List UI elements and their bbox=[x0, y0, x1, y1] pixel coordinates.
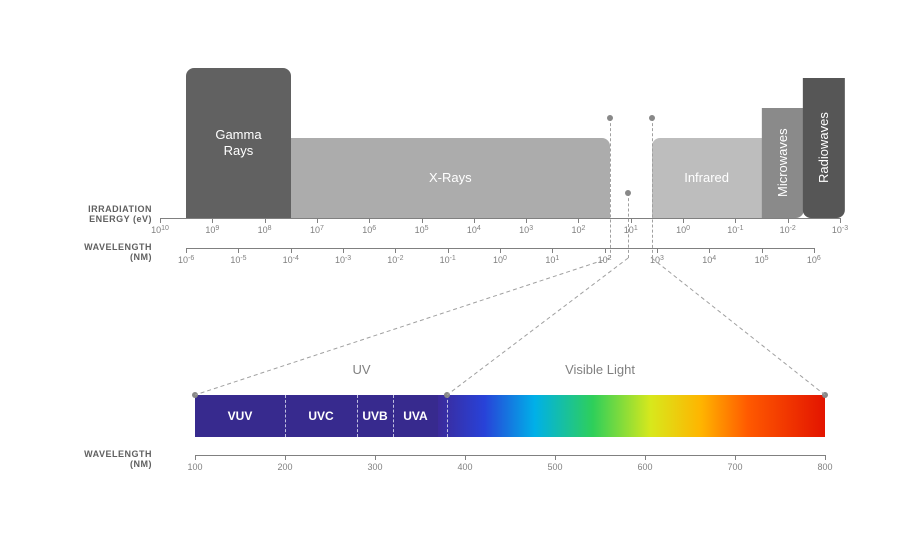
tick-energy: 101 bbox=[624, 225, 638, 235]
anchor-dot bbox=[444, 392, 450, 398]
callout-dot bbox=[649, 115, 655, 121]
tick-wavelength-bottom: 600 bbox=[637, 462, 652, 472]
tick-wavelength-top: 10-5 bbox=[230, 255, 246, 265]
uv-segment-vuv: VUV bbox=[195, 395, 285, 437]
tick-energy: 108 bbox=[258, 225, 272, 235]
tick-wavelength-top: 106 bbox=[807, 255, 821, 265]
tick-wavelength-top: 10-2 bbox=[387, 255, 403, 265]
anchor-dot bbox=[822, 392, 828, 398]
band-radiowaves: Radiowaves bbox=[803, 78, 845, 218]
tick-energy: 105 bbox=[415, 225, 429, 235]
tick-wavelength-top: 10-6 bbox=[178, 255, 194, 265]
uv-segment-uvc: UVC bbox=[285, 395, 357, 437]
section-label-uv: UV bbox=[352, 362, 370, 377]
tick-wavelength-bottom: 800 bbox=[817, 462, 832, 472]
band-microwaves: Microwaves bbox=[762, 108, 804, 218]
tick-energy: 10-1 bbox=[727, 225, 743, 235]
anchor-dot bbox=[192, 392, 198, 398]
tick-energy: 104 bbox=[467, 225, 481, 235]
tick-energy: 10-3 bbox=[832, 225, 848, 235]
tick-energy: 107 bbox=[310, 225, 324, 235]
tick-wavelength-bottom: 100 bbox=[187, 462, 202, 472]
tick-energy: 10-2 bbox=[780, 225, 796, 235]
band-gamma-rays: GammaRays bbox=[186, 68, 291, 218]
visible-spectrum bbox=[438, 395, 825, 437]
uv-segment-uvb: UVB bbox=[357, 395, 393, 437]
band-infrared: Infrared bbox=[652, 138, 762, 218]
callout-dot bbox=[625, 190, 631, 196]
band-x-rays: X-Rays bbox=[291, 138, 610, 218]
tick-wavelength-bottom: 200 bbox=[277, 462, 292, 472]
tick-wavelength-top: 105 bbox=[755, 255, 769, 265]
tick-energy: 103 bbox=[519, 225, 533, 235]
uv-segment-uva: UVA bbox=[393, 395, 438, 437]
tick-energy: 102 bbox=[571, 225, 585, 235]
em-spectrum-diagram: IRRADIATIONENERGY (eV) WAVELENGTH (NM) 101… bbox=[0, 0, 921, 554]
section-label-visible-light: Visible Light bbox=[565, 362, 635, 377]
callout-dot bbox=[607, 115, 613, 121]
tick-wavelength-top: 100 bbox=[493, 255, 507, 265]
tick-wavelength-top: 10-4 bbox=[283, 255, 299, 265]
tick-wavelength-top: 10-1 bbox=[440, 255, 456, 265]
tick-wavelength-bottom: 400 bbox=[457, 462, 472, 472]
tick-energy: 100 bbox=[676, 225, 690, 235]
tick-wavelength-top: 101 bbox=[545, 255, 559, 265]
tick-energy: 109 bbox=[205, 225, 219, 235]
tick-wavelength-top: 104 bbox=[702, 255, 716, 265]
tick-energy: 1010 bbox=[151, 225, 169, 235]
tick-wavelength-top: 10-3 bbox=[335, 255, 351, 265]
tick-wavelength-bottom: 500 bbox=[547, 462, 562, 472]
axis-label-wavelength-bottom: WAVELENGTH (NM) bbox=[60, 449, 152, 469]
tick-wavelength-bottom: 300 bbox=[367, 462, 382, 472]
tick-energy: 106 bbox=[362, 225, 376, 235]
axis-label-energy: IRRADIATIONENERGY (eV) bbox=[60, 204, 152, 224]
axis-label-wavelength-top: WAVELENGTH (NM) bbox=[60, 242, 152, 262]
tick-wavelength-bottom: 700 bbox=[727, 462, 742, 472]
